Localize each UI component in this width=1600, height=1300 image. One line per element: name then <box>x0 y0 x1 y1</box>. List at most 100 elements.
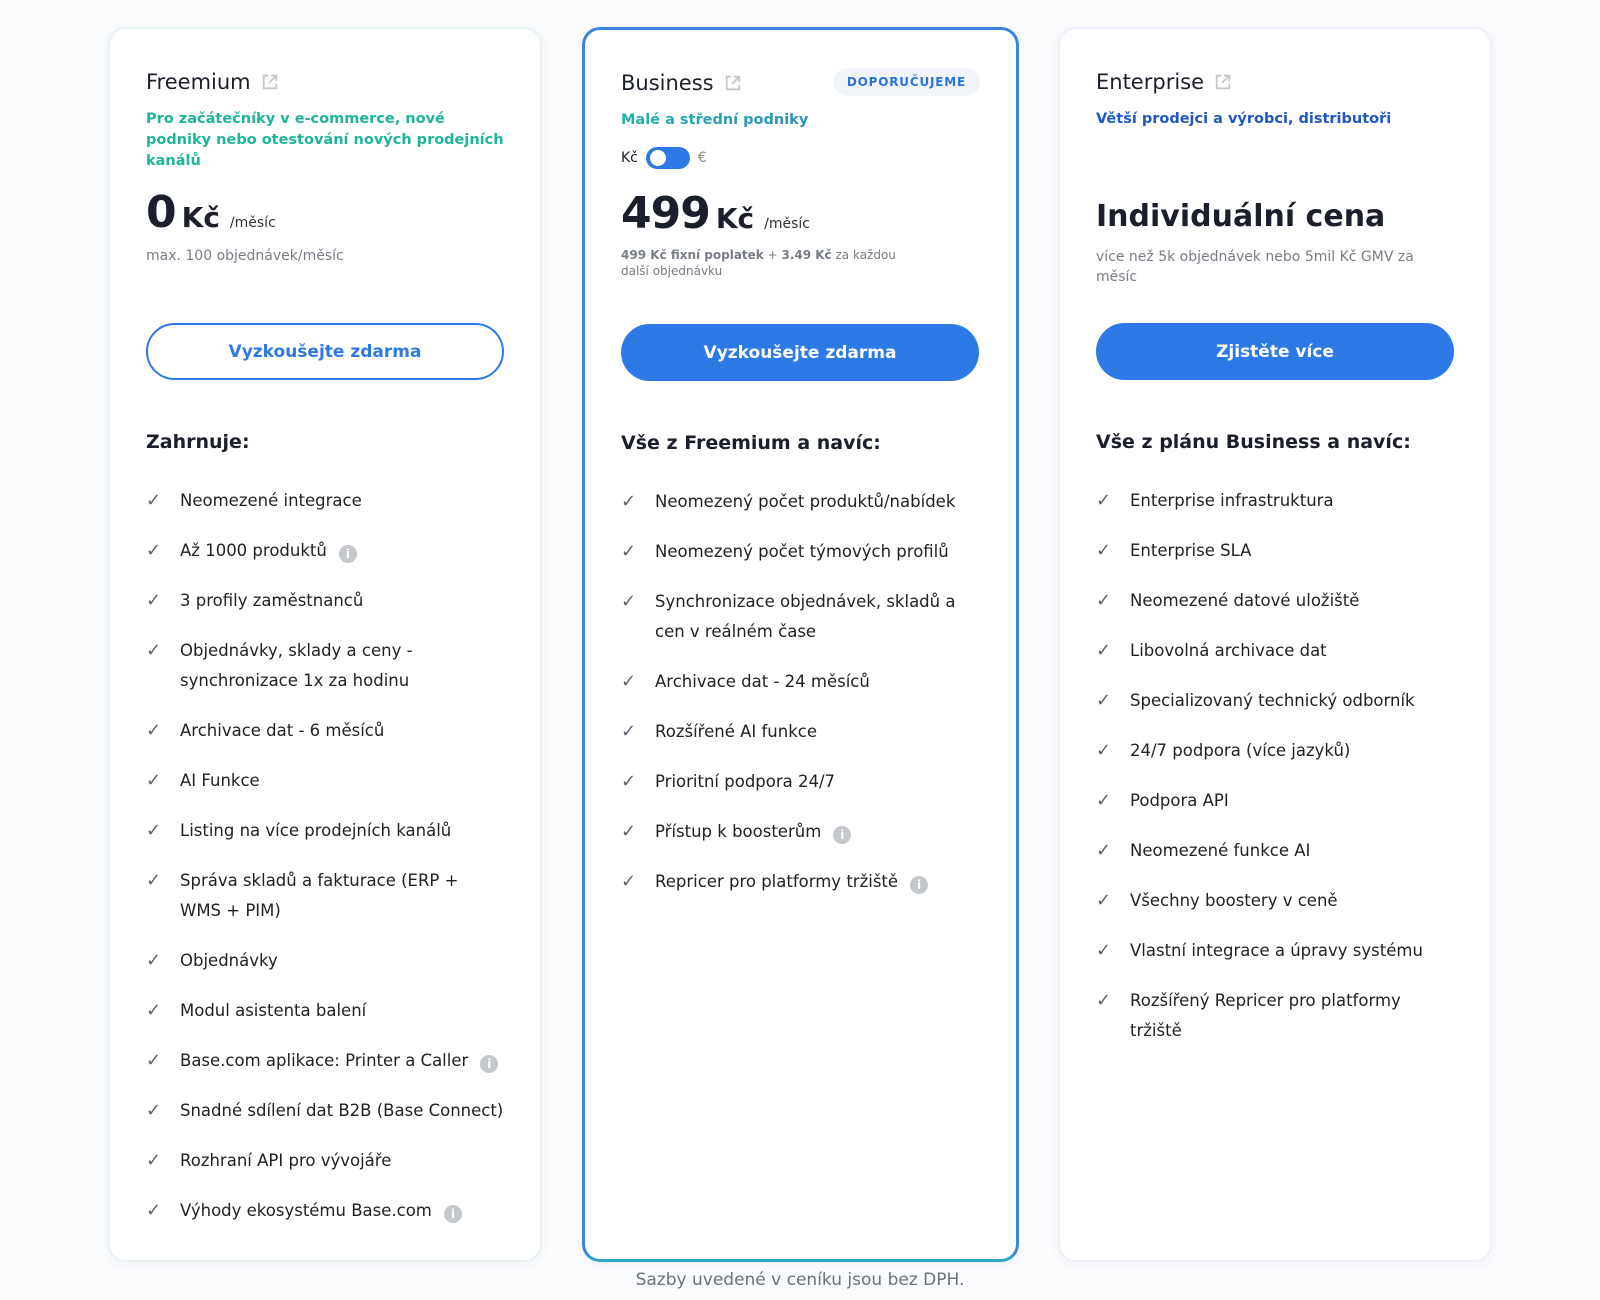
feature-label: Správa skladů a fakturace (ERP + WMS + P… <box>180 871 459 920</box>
feature-item: ✓ Rozšířený Repricer pro platformy tržišt… <box>1096 986 1454 1046</box>
learn-more-button[interactable]: Zjistěte více <box>1096 323 1454 380</box>
price-amount: 0 <box>146 187 177 238</box>
feature-text: Výhody ekosystému Base.com i <box>180 1196 462 1226</box>
feature-item: ✓ Neomezené integrace <box>146 486 504 516</box>
feature-text: Neomezený počet produktů/nabídek <box>655 487 955 517</box>
feature-item: ✓ Prioritní podpora 24/7 <box>621 767 980 797</box>
info-icon[interactable]: i <box>833 826 852 844</box>
check-icon: ✓ <box>621 491 637 512</box>
note-per-order-fee: 3.49 Kč <box>781 248 832 262</box>
plan-note: 499 Kč fixní poplatek + 3.49 Kč za každo… <box>621 247 920 279</box>
feature-text: Podpora API <box>1130 786 1229 816</box>
feature-text: Archivace dat - 6 měsíců <box>180 716 384 746</box>
feature-text: Specializovaný technický odborník <box>1130 686 1415 716</box>
feature-item: ✓ Libovolná archivace dat <box>1096 636 1454 666</box>
feature-item: ✓ Enterprise infrastruktura <box>1096 486 1454 516</box>
info-icon[interactable]: i <box>443 1205 462 1223</box>
feature-text: Objednávky, sklady a ceny - synchronizac… <box>180 636 504 696</box>
feature-label: Snadné sdílení dat B2B (Base Connect) <box>180 1101 504 1120</box>
currency-eur-label: € <box>697 150 707 166</box>
external-link-icon[interactable] <box>724 74 742 92</box>
feature-item: ✓ Neomezené datové uložiště <box>1096 586 1454 616</box>
info-icon[interactable]: i <box>480 1055 499 1073</box>
plan-subtitle: Pro začátečníky v e-commerce, nové podni… <box>146 111 504 169</box>
note-fixed-fee: 499 Kč fixní poplatek <box>621 248 764 262</box>
check-icon: ✓ <box>146 1050 162 1071</box>
feature-text: Neomezený počet týmových profilů <box>655 537 949 567</box>
feature-item: ✓ Správa skladů a fakturace (ERP + WMS + … <box>146 866 504 926</box>
feature-label: Modul asistenta balení <box>180 1001 367 1020</box>
feature-item: ✓ Neomezený počet týmových profilů <box>621 537 980 567</box>
feature-label: Specializovaný technický odborník <box>1130 691 1415 710</box>
plan-name: Business <box>621 71 714 95</box>
plan-subtitle: Malé a střední podniky <box>621 110 980 131</box>
feature-label: Repricer pro platformy tržiště <box>655 872 899 891</box>
try-free-button[interactable]: Vyzkoušejte zdarma <box>621 324 979 381</box>
check-icon: ✓ <box>621 541 637 562</box>
check-icon: ✓ <box>1096 990 1112 1011</box>
vat-footnote: Sazby uvedené v ceníku jsou bez DPH. <box>635 1270 965 1290</box>
plan-name: Enterprise <box>1096 70 1205 94</box>
price-amount: 499 <box>621 188 711 239</box>
check-icon: ✓ <box>146 770 162 791</box>
feature-text: AI Funkce <box>180 766 260 796</box>
info-icon[interactable]: i <box>910 876 929 894</box>
feature-label: Libovolná archivace dat <box>1130 641 1327 660</box>
feature-label: Listing na více prodejních kanálů <box>180 821 452 840</box>
external-link-icon[interactable] <box>1214 73 1232 91</box>
plan-subtitle: Větší prodejci a výrobci, distributoři <box>1096 111 1392 127</box>
features-heading: Vše z Freemium a navíc: <box>621 432 881 454</box>
feature-label: Až 1000 produktů <box>180 541 327 560</box>
check-icon: ✓ <box>621 591 637 612</box>
feature-item: ✓ Rozhraní API pro vývojáře <box>146 1146 504 1176</box>
feature-label: 3 profily zaměstnanců <box>180 591 364 610</box>
feature-item: ✓ Synchronizace objednávek, skladů a cen … <box>621 587 980 647</box>
feature-item: ✓ AI Funkce <box>146 766 504 796</box>
currency-switch[interactable] <box>645 147 690 169</box>
feature-label: 24/7 podpora (více jazyků) <box>1130 741 1351 760</box>
currency-toggle[interactable]: Kč € <box>621 147 707 169</box>
check-icon: ✓ <box>146 870 162 891</box>
feature-item: ✓ Archivace dat - 6 měsíců <box>146 716 504 746</box>
feature-item: ✓ Specializovaný technický odborník <box>1096 686 1454 716</box>
feature-item: ✓ Všechny boostery v ceně <box>1096 886 1454 916</box>
feature-text: Rozšířený Repricer pro platformy tržiště <box>1130 986 1454 1046</box>
external-link-icon[interactable] <box>261 73 279 91</box>
price-currency: Kč <box>715 202 755 235</box>
feature-item: ✓ Archivace dat - 24 měsíců <box>621 667 980 697</box>
price-period: /měsíc <box>764 216 811 232</box>
check-icon: ✓ <box>146 590 162 611</box>
check-icon: ✓ <box>1096 590 1112 611</box>
check-icon: ✓ <box>146 1000 162 1021</box>
feature-text: Neomezené integrace <box>180 486 362 516</box>
plan-price: 0 Kč/měsíc <box>146 187 276 238</box>
feature-item: ✓ Přístup k boosterům i <box>621 817 980 847</box>
feature-list: ✓ Enterprise infrastruktura ✓ Enterprise SL… <box>1096 486 1454 1066</box>
feature-label: Vlastní integrace a úpravy systému <box>1130 941 1423 960</box>
feature-text: Prioritní podpora 24/7 <box>655 767 835 797</box>
feature-text: Modul asistenta balení <box>180 996 366 1026</box>
feature-item: ✓ Objednávky, sklady a ceny - synchroniza… <box>146 636 504 696</box>
feature-item: ✓ Rozšířené AI funkce <box>621 717 980 747</box>
check-icon: ✓ <box>1096 890 1112 911</box>
plan-card-freemium: Freemium Pro začátečníky v e-commerce, n… <box>108 27 542 1262</box>
feature-item: ✓ Objednávky <box>146 946 504 976</box>
try-free-button[interactable]: Vyzkoušejte zdarma <box>146 323 504 380</box>
feature-label: Archivace dat - 24 měsíců <box>655 672 870 691</box>
info-icon[interactable]: i <box>338 545 357 563</box>
price-period: /měsíc <box>229 215 276 231</box>
feature-item: ✓ 24/7 podpora (více jazyků) <box>1096 736 1454 766</box>
feature-item: ✓ Vlastní integrace a úpravy systému <box>1096 936 1454 966</box>
feature-text: Archivace dat - 24 měsíců <box>655 667 870 697</box>
feature-text: Synchronizace objednávek, skladů a cen v… <box>655 587 980 647</box>
price-text: Individuální cena <box>1096 199 1386 234</box>
feature-text: Enterprise SLA <box>1130 536 1251 566</box>
plan-note: více než 5k objednávek nebo 5mil Kč GMV … <box>1096 249 1414 285</box>
feature-label: Podpora API <box>1130 791 1229 810</box>
feature-text: Rozhraní API pro vývojáře <box>180 1146 391 1176</box>
feature-item: ✓ Enterprise SLA <box>1096 536 1454 566</box>
recommended-badge: DOPORUČUJEME <box>832 68 980 96</box>
feature-label: Objednávky <box>180 951 278 970</box>
check-icon: ✓ <box>1096 740 1112 761</box>
plan-price: 499 Kč/měsíc <box>621 188 810 239</box>
